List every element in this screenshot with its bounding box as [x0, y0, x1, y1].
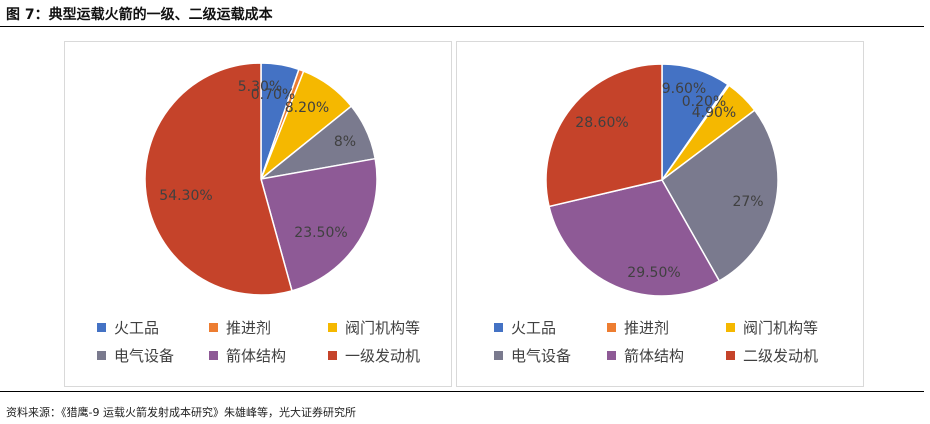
legend-item-stage2-0: 火工品: [494, 317, 556, 338]
legend-item-stage2-5: 二级发动机: [726, 345, 818, 366]
legend-label: 电气设备: [114, 347, 175, 365]
legend-item-stage1-4: 箭体结构: [209, 345, 286, 366]
legend-item-stage1-5: 一级发动机: [328, 345, 420, 366]
legend-swatch: [209, 323, 218, 332]
pie-slice-stage1-5: [144, 62, 293, 296]
legend-swatch: [97, 351, 106, 360]
legend-swatch: [494, 323, 503, 332]
legend-swatch: [726, 351, 735, 360]
figure-title: 图 7：典型运载火箭的一级、二级运载成本: [6, 7, 273, 23]
legend-swatch: [328, 351, 337, 360]
legend-item-stage2-2: 阀门机构等: [726, 317, 818, 338]
data-label-stage2-3: 27%: [732, 194, 763, 210]
legend-label: 二级发动机: [743, 347, 819, 365]
source-note: 资料来源：《猎鹰-9 运载火箭发射成本研究》朱雄峰等，光大证券研究所: [6, 406, 356, 419]
legend-label: 火工品: [511, 319, 557, 337]
pie-slice-stage2-4: [548, 179, 721, 297]
pie-slice-stage2-5: [545, 63, 663, 208]
legend-swatch: [607, 323, 616, 332]
legend-item-stage2-4: 箭体结构: [607, 345, 684, 366]
legend-label: 推进剂: [226, 319, 272, 337]
data-label-stage2-1: 0.20%: [682, 94, 726, 110]
data-label-stage1-4: 23.50%: [294, 225, 347, 241]
data-label-stage1-1: 0.70%: [251, 87, 295, 103]
data-label-stage2-5: 28.60%: [575, 115, 628, 131]
data-label-stage2-4: 29.50%: [627, 265, 680, 281]
chart-panel-stage1: 5.30% 0.70% 8.20% 8% 23.50% 54.30% 火工品 推进剂 阀门机构…: [64, 41, 452, 387]
legend-item-stage1-3: 电气设备: [97, 345, 174, 366]
chart-panel-stage2: 9.60% 0.20% 4.90% 27% 29.50% 28.60% 火工品 推进剂 阀门机…: [456, 41, 864, 387]
bottom-rule: [0, 391, 924, 392]
legend-swatch: [328, 323, 337, 332]
data-label-stage1-0: 5.30%: [238, 79, 282, 95]
legend-swatch: [726, 323, 735, 332]
legend-item-stage2-1: 推进剂: [607, 317, 669, 338]
pie-chart-stage1: 5.30%0.70%8.20% 8% 23.50% 54.30%: [144, 62, 378, 296]
legend-item-stage2-3: 电气设备: [494, 345, 571, 366]
legend-label: 阀门机构等: [743, 319, 819, 337]
pie-slices-stage2: [545, 63, 779, 297]
pie-slice-stage1-4: [260, 157, 378, 292]
data-label-stage1-2: 8.20%: [285, 100, 329, 116]
data-label-stage1-3: 8%: [334, 134, 356, 150]
legend-item-stage1-0: 火工品: [97, 317, 159, 338]
legend-swatch: [607, 351, 616, 360]
legend-swatch: [209, 351, 218, 360]
legend-label: 推进剂: [624, 319, 670, 337]
legend-label: 箭体结构: [226, 347, 287, 365]
legend-swatch: [494, 351, 503, 360]
legend-label: 箭体结构: [624, 347, 685, 365]
data-label-stage2-2: 4.90%: [692, 105, 736, 121]
legend-item-stage1-1: 推进剂: [209, 317, 271, 338]
legend-item-stage1-2: 阀门机构等: [328, 317, 420, 338]
data-label-stage1-5: 54.30%: [159, 188, 212, 204]
pie-chart-stage2: 9.60%0.20%4.90% 27% 29.50% 28.60%: [545, 63, 779, 297]
data-label-stage2-0: 9.60%: [662, 81, 706, 97]
legend-label: 火工品: [114, 319, 160, 337]
legend-label: 阀门机构等: [345, 319, 421, 337]
legend-swatch: [97, 323, 106, 332]
pie-slices-stage1: [144, 62, 378, 296]
pie-slice-stage2-3: [661, 109, 779, 282]
legend-label: 一级发动机: [345, 347, 421, 365]
top-rule: [0, 26, 924, 27]
legend-label: 电气设备: [511, 347, 572, 365]
